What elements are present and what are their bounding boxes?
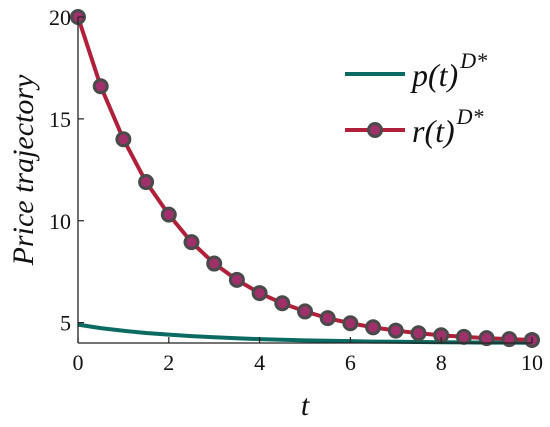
y-axis-title: Price trajectory <box>7 74 40 266</box>
series-point-1 <box>455 328 472 345</box>
legend-superscript-0: D* <box>459 48 487 73</box>
series-point-1 <box>251 285 268 302</box>
series-point-1 <box>501 331 518 348</box>
series-line-0 <box>77 322 533 345</box>
series-point-1 <box>115 131 132 148</box>
x-tick-label: 2 <box>163 350 174 375</box>
series-point-1 <box>138 174 155 191</box>
y-axis: 5 10 15 20 <box>49 5 84 343</box>
series-point-1 <box>478 330 495 347</box>
series-point-1 <box>160 206 177 223</box>
x-tick-label: 0 <box>73 350 84 375</box>
series-point-1 <box>365 319 382 336</box>
series-point-1 <box>410 325 427 342</box>
series-point-1 <box>387 322 404 339</box>
x-axis-title: t <box>301 389 310 422</box>
series-point-1 <box>297 303 313 320</box>
x-axis: 0 2 4 6 8 10 <box>73 337 543 375</box>
series-point-1 <box>319 310 336 327</box>
legend-superscript-1: D* <box>456 104 484 129</box>
x-tick-label: 10 <box>521 350 543 375</box>
y-tick-label: 15 <box>49 107 71 132</box>
y-tick-label: 5 <box>60 311 71 336</box>
y-tick-label: 20 <box>49 5 71 30</box>
y-tick-label: 10 <box>49 209 71 234</box>
series-point-1 <box>183 234 200 251</box>
series-point-1 <box>206 255 223 272</box>
legend: p(t) D*r(t) D* <box>345 48 487 149</box>
series-point-1 <box>274 295 291 312</box>
series-point-1 <box>92 78 109 95</box>
x-tick-label: 6 <box>345 350 356 375</box>
series-point-1 <box>228 271 245 288</box>
x-tick-label: 8 <box>436 350 447 375</box>
legend-label-1: r(t) <box>412 113 455 149</box>
legend-marker-1 <box>367 122 383 138</box>
series-point-1 <box>342 315 359 332</box>
legend-label-0: p(t) <box>410 57 458 93</box>
x-tick-label: 4 <box>254 350 265 375</box>
